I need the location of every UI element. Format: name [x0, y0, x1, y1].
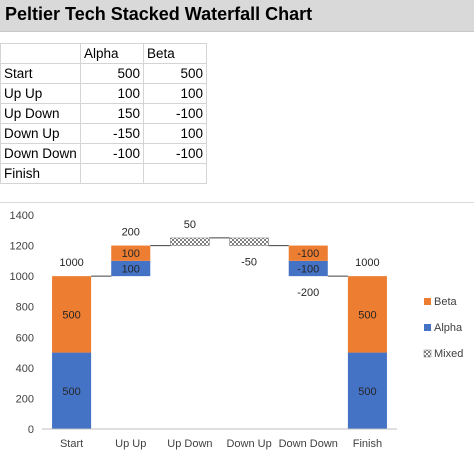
table-cell[interactable] [80, 163, 144, 184]
table-row: Start 500 500 [0, 63, 207, 84]
table-header-cell[interactable]: Alpha [80, 43, 144, 64]
legend-label: Alpha [434, 322, 463, 334]
bar-segment-alpha [347, 352, 387, 429]
total-data-label: 50 [184, 219, 196, 231]
y-tick-label: 0 [28, 424, 34, 436]
total-data-label: -200 [297, 287, 319, 299]
bar-segment-alpha [52, 352, 92, 429]
segment-data-label: -100 [297, 264, 319, 276]
table-row: Up Up 100 100 [0, 83, 207, 104]
row-label-cell[interactable]: Down Down [0, 143, 81, 164]
chart-area: 0 200 400 600 800 1000 1200 1400 500 500 1000 Start… [0, 202, 474, 460]
bar-segment-beta [111, 245, 151, 261]
legend-swatch-alpha [424, 324, 431, 331]
y-tick-label: 400 [16, 363, 34, 375]
table-header-row: Alpha Beta [0, 43, 207, 64]
waterfall-chart: 0 200 400 600 800 1000 1200 1400 500 500 1000 Start… [10, 210, 464, 450]
bar-segment-beta [288, 245, 328, 261]
row-label-cell[interactable]: Start [0, 63, 81, 84]
table-header-cell[interactable] [0, 43, 81, 64]
row-label-cell[interactable]: Down Up [0, 123, 81, 144]
table-row: Down Up -150 100 [0, 123, 207, 144]
y-tick-label: 1400 [10, 210, 34, 222]
table-cell[interactable]: 500 [80, 63, 144, 84]
bar-segment-beta [347, 276, 387, 353]
x-category-label: Down Down [279, 438, 338, 450]
legend-swatch-beta [424, 298, 431, 305]
segment-data-label: 100 [122, 264, 140, 276]
table-row: Up Down 150 -100 [0, 103, 207, 124]
x-category-label: Up Down [167, 438, 212, 450]
segment-data-label: 500 [62, 386, 80, 398]
x-category-label: Start [60, 438, 83, 450]
table-cell[interactable]: 500 [143, 63, 207, 84]
bar-segment-alpha [288, 260, 328, 277]
table-cell[interactable] [143, 163, 207, 184]
table-row: Finish [0, 163, 207, 184]
segment-data-label: -100 [297, 248, 319, 260]
bar-segment-mixed [170, 237, 210, 246]
row-label-cell[interactable]: Finish [0, 163, 81, 184]
table-cell[interactable]: -150 [80, 123, 144, 144]
y-tick-label: 800 [16, 302, 34, 314]
row-label-cell[interactable]: Up Up [0, 83, 81, 104]
legend-label: Beta [434, 296, 458, 308]
total-data-label: -50 [241, 257, 257, 269]
y-tick-label: 1200 [10, 241, 34, 253]
total-data-label: 1000 [59, 257, 83, 269]
total-data-label: 1000 [355, 257, 379, 269]
x-category-label: Down Up [226, 438, 271, 450]
x-category-label: Up Up [115, 438, 146, 450]
table-cell[interactable]: 100 [80, 83, 144, 104]
segment-data-label: 500 [62, 309, 80, 321]
table-cell[interactable]: -100 [143, 103, 207, 124]
x-category-label: Finish [353, 438, 382, 450]
segment-data-label: 500 [358, 386, 376, 398]
data-table: Alpha Beta Start 500 500 Up Up 100 100 Up Down 15… [0, 43, 207, 184]
segment-data-label: 100 [122, 248, 140, 260]
segment-data-label: 500 [358, 309, 376, 321]
bar-segment-beta [52, 276, 92, 353]
table-cell[interactable]: -100 [80, 143, 144, 164]
y-tick-label: 1000 [10, 271, 34, 283]
bar-segment-mixed [229, 237, 269, 246]
table-cell[interactable]: 100 [143, 83, 207, 104]
table-header-cell[interactable]: Beta [143, 43, 207, 64]
legend-label: Mixed [434, 348, 463, 360]
bar-segment-alpha [111, 260, 151, 277]
total-data-label: 200 [122, 227, 140, 239]
title-bar: Peltier Tech Stacked Waterfall Chart [0, 0, 474, 32]
y-tick-label: 600 [16, 332, 34, 344]
sheet-title: Peltier Tech Stacked Waterfall Chart [5, 4, 313, 24]
table-cell[interactable]: -100 [143, 143, 207, 164]
table-cell[interactable]: 150 [80, 103, 144, 124]
y-tick-label: 200 [16, 393, 34, 405]
row-label-cell[interactable]: Up Down [0, 103, 81, 124]
table-cell[interactable]: 100 [143, 123, 207, 144]
table-row: Down Down -100 -100 [0, 143, 207, 164]
legend-swatch-mixed [423, 349, 432, 358]
